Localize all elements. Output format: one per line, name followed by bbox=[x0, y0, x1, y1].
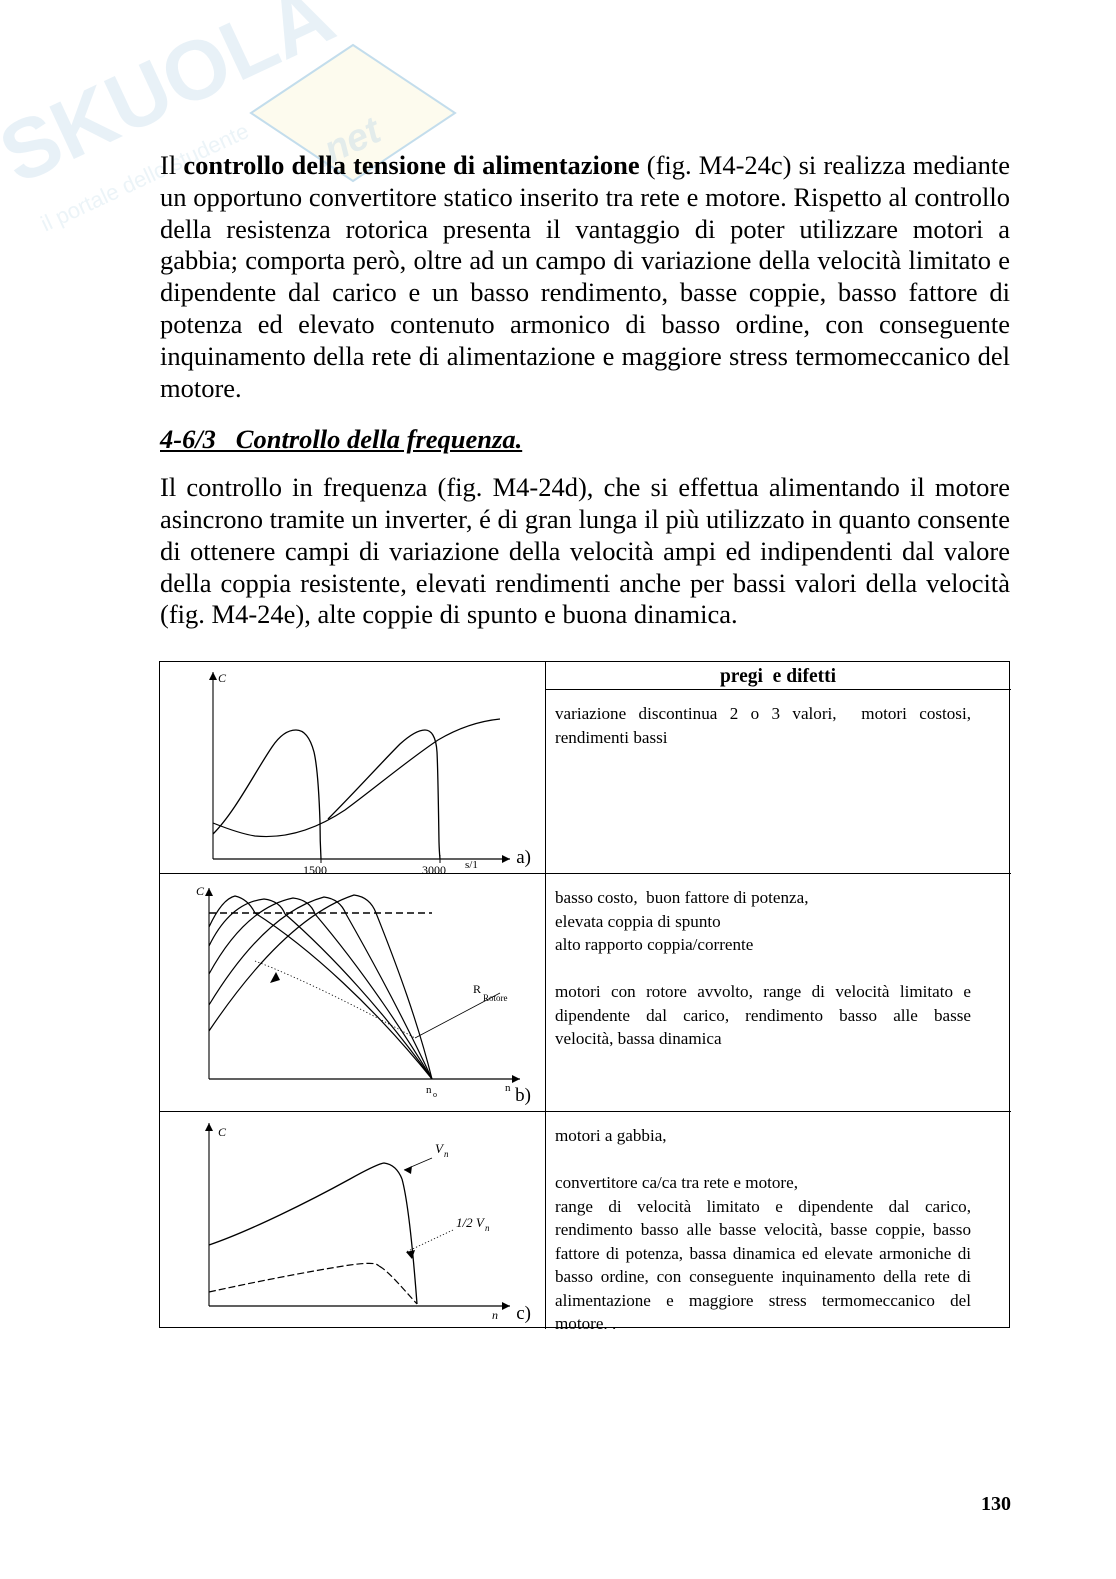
svg-text:C: C bbox=[218, 671, 227, 685]
svg-text:3000: 3000 bbox=[422, 863, 446, 873]
svg-text:o: o bbox=[433, 1090, 437, 1099]
svg-text:1/2 V: 1/2 V bbox=[456, 1215, 486, 1230]
svg-text:Rotore: Rotore bbox=[483, 993, 508, 1003]
svg-text:n: n bbox=[426, 1084, 432, 1096]
svg-text:1500: 1500 bbox=[303, 863, 327, 873]
svg-text:C: C bbox=[218, 1125, 227, 1139]
svg-text:n: n bbox=[505, 1082, 511, 1094]
svg-text:n: n bbox=[444, 1149, 449, 1159]
svg-text:C: C bbox=[196, 884, 205, 898]
svg-text:n: n bbox=[492, 1308, 498, 1322]
svg-text:n: n bbox=[485, 1223, 490, 1233]
svg-text:R: R bbox=[473, 982, 481, 996]
svg-text:s/1: s/1 bbox=[465, 859, 478, 871]
